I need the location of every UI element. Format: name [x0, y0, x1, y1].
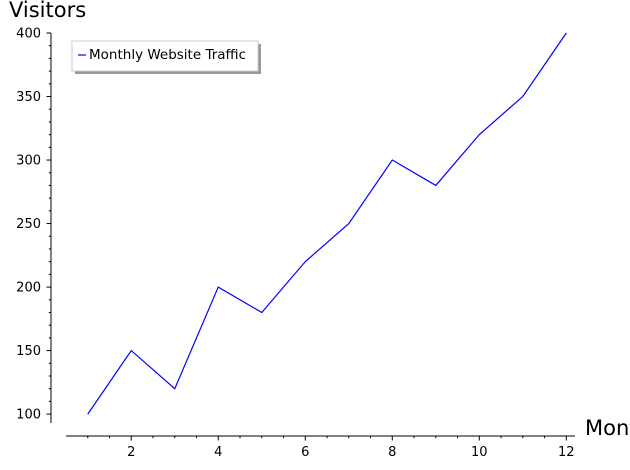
- data-point: [217, 286, 220, 289]
- data-point: [130, 349, 133, 352]
- series-line: [87, 32, 567, 415]
- data-point: [391, 159, 394, 162]
- y-tick-label: 300: [16, 154, 41, 169]
- y-tick-label: 200: [16, 281, 41, 296]
- data-point: [260, 311, 263, 314]
- x-tick-label: 12: [558, 445, 575, 460]
- data-point: [478, 133, 481, 136]
- x-tick-label: 8: [388, 445, 396, 460]
- data-point: [434, 184, 437, 187]
- y-tick-label: 100: [16, 408, 41, 423]
- data-point: [86, 413, 89, 416]
- x-axis-label: Month: [585, 416, 630, 440]
- data-point: [521, 95, 524, 98]
- series-layer: [86, 32, 568, 416]
- axes: [50, 33, 575, 437]
- legend: Monthly Website Traffic: [71, 40, 261, 74]
- x-tick-label: 10: [471, 445, 488, 460]
- y-tick-label: 350: [16, 90, 41, 105]
- y-tick-label: 400: [16, 27, 41, 42]
- data-point: [173, 387, 176, 390]
- data-point: [347, 222, 350, 225]
- data-point: [565, 32, 568, 35]
- legend-box: [71, 40, 259, 72]
- x-tick-label: 4: [214, 445, 222, 460]
- legend-label: Monthly Website Traffic: [89, 47, 246, 63]
- x-tick-label: 2: [127, 445, 135, 460]
- x-tick-label: 6: [301, 445, 309, 460]
- y-tick-label: 250: [16, 217, 41, 232]
- y-axis-label: Visitors: [9, 0, 86, 22]
- data-point: [304, 260, 307, 263]
- y-tick-label: 150: [16, 344, 41, 359]
- ticks: 2 4 6 8 10 12 100 150 200 250 300 350 400: [16, 27, 574, 461]
